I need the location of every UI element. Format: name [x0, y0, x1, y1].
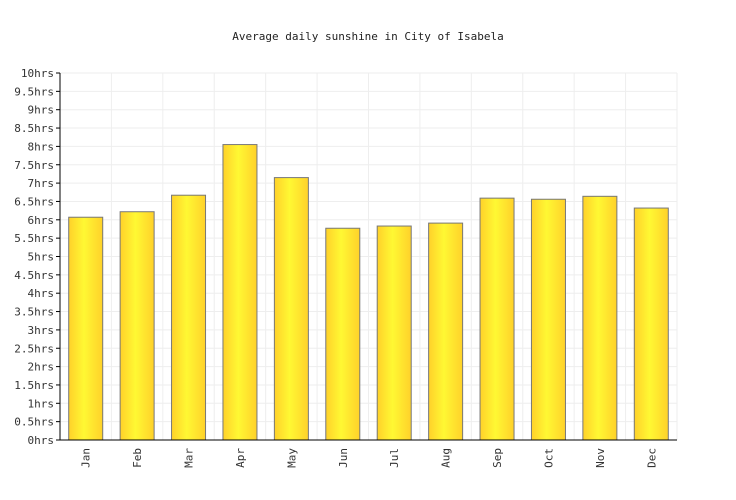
x-tick-label: Jul [388, 448, 401, 468]
bar-jun [325, 227, 361, 441]
x-tick-label: Nov [594, 448, 607, 468]
x-tick-label: Sep [491, 448, 504, 468]
y-tick-label: 2.5hrs [14, 342, 54, 355]
y-tick-label: 5.5hrs [14, 232, 54, 245]
y-tick-label: 4.5hrs [14, 269, 54, 282]
axis-layer: 0hrs 0.5hrs 1hrs 1.5hrs 2hrs 2.5hrs 3hrs 3.5hrs… [14, 67, 677, 468]
bar-nov [582, 195, 618, 441]
y-tick-label: 8hrs [28, 140, 55, 153]
bar-oct [530, 198, 566, 441]
y-tick-label: 4hrs [28, 287, 55, 300]
y-tick-label: 6.5hrs [14, 195, 54, 208]
bar-feb [119, 211, 155, 441]
bar-may [273, 177, 309, 441]
y-tick-label: 3.5hrs [14, 306, 54, 319]
x-tick-label: May [285, 448, 298, 468]
y-tick-label: 1.5hrs [14, 379, 54, 392]
y-tick-label: 7hrs [28, 177, 55, 190]
x-tick-label: Jan [80, 448, 93, 468]
y-tick-label: 0.5hrs [14, 416, 54, 429]
bar-dec [633, 207, 669, 441]
grid-layer [60, 72, 678, 441]
y-tick-label: 5hrs [28, 251, 55, 264]
y-tick-label: 9hrs [28, 104, 55, 117]
bar-mar [171, 194, 207, 441]
y-tick-label: 0hrs [28, 434, 55, 447]
bar-apr [222, 144, 258, 441]
x-tick-label: Oct [542, 448, 555, 468]
x-tick-label: Aug [440, 448, 453, 468]
chart-title: Average daily sunshine in City of Isabel… [232, 30, 504, 43]
x-tick-label: Feb [131, 448, 144, 468]
y-tick-label: 2hrs [28, 361, 55, 374]
bar-sep [479, 197, 515, 441]
x-tick-label: Apr [234, 448, 247, 468]
y-tick-label: 8.5hrs [14, 122, 54, 135]
bar-aug [428, 222, 464, 441]
bar-jan [68, 216, 104, 441]
bar-layer [68, 144, 669, 441]
x-tick-label: Mar [183, 448, 196, 468]
y-tick-label: 1hrs [28, 397, 55, 410]
y-tick-label: 6hrs [28, 214, 55, 227]
y-tick-label: 9.5hrs [14, 85, 54, 98]
x-tick-label: Jun [337, 448, 350, 468]
bar-jul [376, 225, 412, 441]
y-tick-label: 7.5hrs [14, 159, 54, 172]
y-tick-label: 10hrs [21, 67, 54, 80]
y-tick-label: 3hrs [28, 324, 55, 337]
x-tick-label: Dec [645, 448, 658, 468]
